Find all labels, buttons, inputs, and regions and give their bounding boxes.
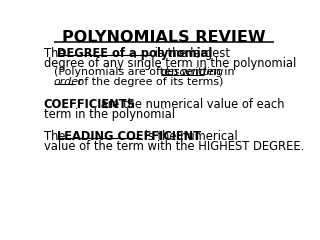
- Text: descending: descending: [161, 67, 224, 77]
- Text: POLYNOMIALS REVIEW: POLYNOMIALS REVIEW: [62, 30, 266, 45]
- Text: LEADING COEFFICIENT: LEADING COEFFICIENT: [57, 130, 201, 143]
- Text: degree of any single term in the polynomial: degree of any single term in the polynom…: [44, 57, 296, 70]
- Text: is the numerical: is the numerical: [141, 130, 237, 143]
- Text: The: The: [44, 130, 69, 143]
- Text: (Polynomials are often written in: (Polynomials are often written in: [54, 67, 238, 77]
- Text: value of the term with the HIGHEST DEGREE.: value of the term with the HIGHEST DEGRE…: [44, 140, 304, 153]
- Text: DEGREE of a polynomial: DEGREE of a polynomial: [57, 47, 212, 60]
- Text: term in the polynomial: term in the polynomial: [44, 108, 175, 121]
- Text: order: order: [54, 77, 84, 87]
- Text: of the degree of its terms): of the degree of its terms): [74, 77, 223, 87]
- Text: The: The: [44, 47, 69, 60]
- Text: COEFFICIENTS: COEFFICIENTS: [44, 98, 136, 111]
- Text: is the largest: is the largest: [151, 47, 230, 60]
- Text: are the numerical value of each: are the numerical value of each: [97, 98, 285, 111]
